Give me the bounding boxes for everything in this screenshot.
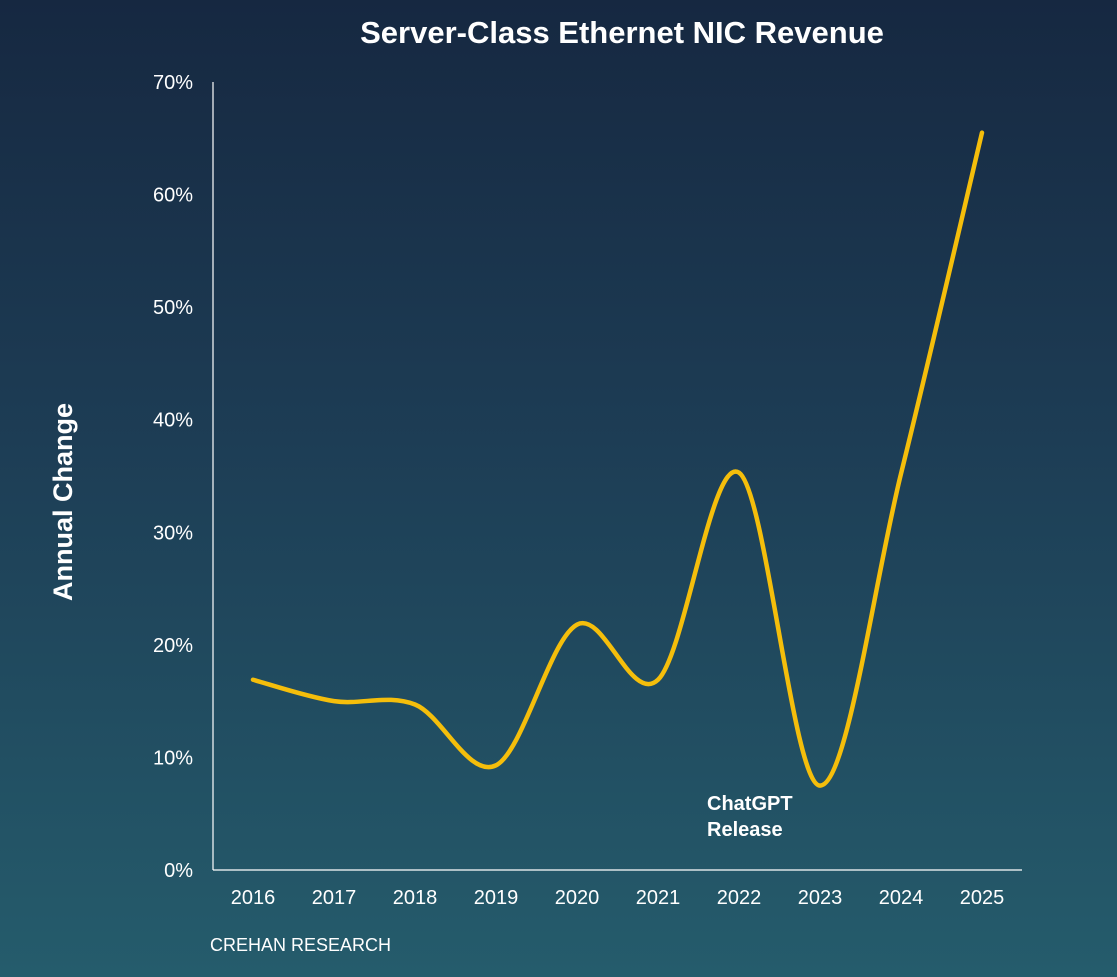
x-tick-label: 2023 <box>798 887 843 909</box>
x-tick-label: 2017 <box>312 887 357 909</box>
x-tick-label: 2022 <box>717 887 762 909</box>
y-tick-label: 10% <box>153 747 193 769</box>
x-tick-label: 2016 <box>231 887 276 909</box>
y-tick-label: 30% <box>153 522 193 544</box>
x-tick-label: 2019 <box>474 887 519 909</box>
y-axis-label: Annual Change <box>48 403 78 601</box>
y-tick-label: 0% <box>164 860 193 882</box>
annotation-chatgpt-line2: Release <box>707 819 783 841</box>
x-tick-label: 2024 <box>879 887 924 909</box>
y-tick-label: 60% <box>153 185 193 207</box>
x-tick-label: 2025 <box>960 887 1005 909</box>
source-label: CREHAN RESEARCH <box>210 935 391 955</box>
y-tick-label: 50% <box>153 297 193 319</box>
chart-title: Server-Class Ethernet NIC Revenue <box>360 15 884 50</box>
x-tick-label: 2021 <box>636 887 681 909</box>
annotation-chatgpt-line1: ChatGPT <box>707 793 793 815</box>
x-tick-label: 2018 <box>393 887 438 909</box>
x-tick-label: 2020 <box>555 887 600 909</box>
y-tick-label: 40% <box>153 410 193 432</box>
series-line <box>250 130 985 788</box>
y-tick-label: 20% <box>153 635 193 657</box>
y-tick-label: 70% <box>153 72 193 94</box>
